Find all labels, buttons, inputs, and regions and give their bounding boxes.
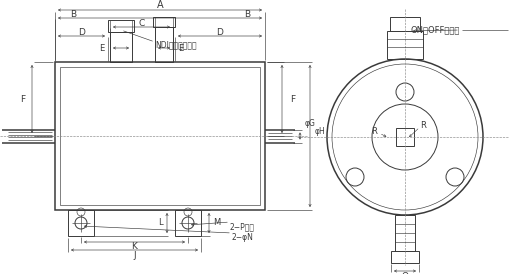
Bar [395, 128, 413, 146]
Text: 2−φN: 2−φN [232, 233, 253, 242]
Text: E: E [178, 44, 183, 53]
Text: F: F [20, 95, 25, 104]
Text: NDIレセプタクル: NDIレセプタクル [155, 40, 196, 49]
Bar [110, 32, 132, 62]
Bar [394, 215, 414, 251]
Text: K: K [131, 242, 137, 252]
Text: M: M [213, 218, 220, 227]
Bar [108, 20, 134, 32]
Bar [68, 210, 94, 236]
Text: R: R [371, 127, 376, 136]
Text: Q: Q [401, 273, 408, 274]
Text: D: D [216, 27, 223, 36]
Text: B: B [70, 10, 76, 19]
Text: D: D [78, 27, 85, 36]
Text: 2−Pネジ: 2−Pネジ [230, 222, 254, 231]
Bar [155, 27, 173, 62]
Text: φG: φG [304, 118, 315, 127]
Bar [386, 31, 422, 59]
Text: F: F [290, 95, 295, 104]
Bar [390, 251, 418, 263]
Text: φH: φH [315, 127, 325, 136]
Text: C: C [138, 19, 145, 27]
Text: J: J [133, 252, 135, 261]
Text: B: B [243, 10, 249, 19]
Bar [175, 210, 201, 236]
Text: L: L [158, 218, 163, 227]
Text: A: A [156, 0, 163, 10]
Text: E: E [99, 44, 104, 53]
Bar [153, 17, 175, 27]
Bar [55, 62, 265, 210]
Text: ON－OFFレバー: ON－OFFレバー [410, 25, 459, 35]
Bar [60, 67, 260, 205]
Bar [389, 17, 419, 31]
Text: R: R [419, 121, 425, 130]
